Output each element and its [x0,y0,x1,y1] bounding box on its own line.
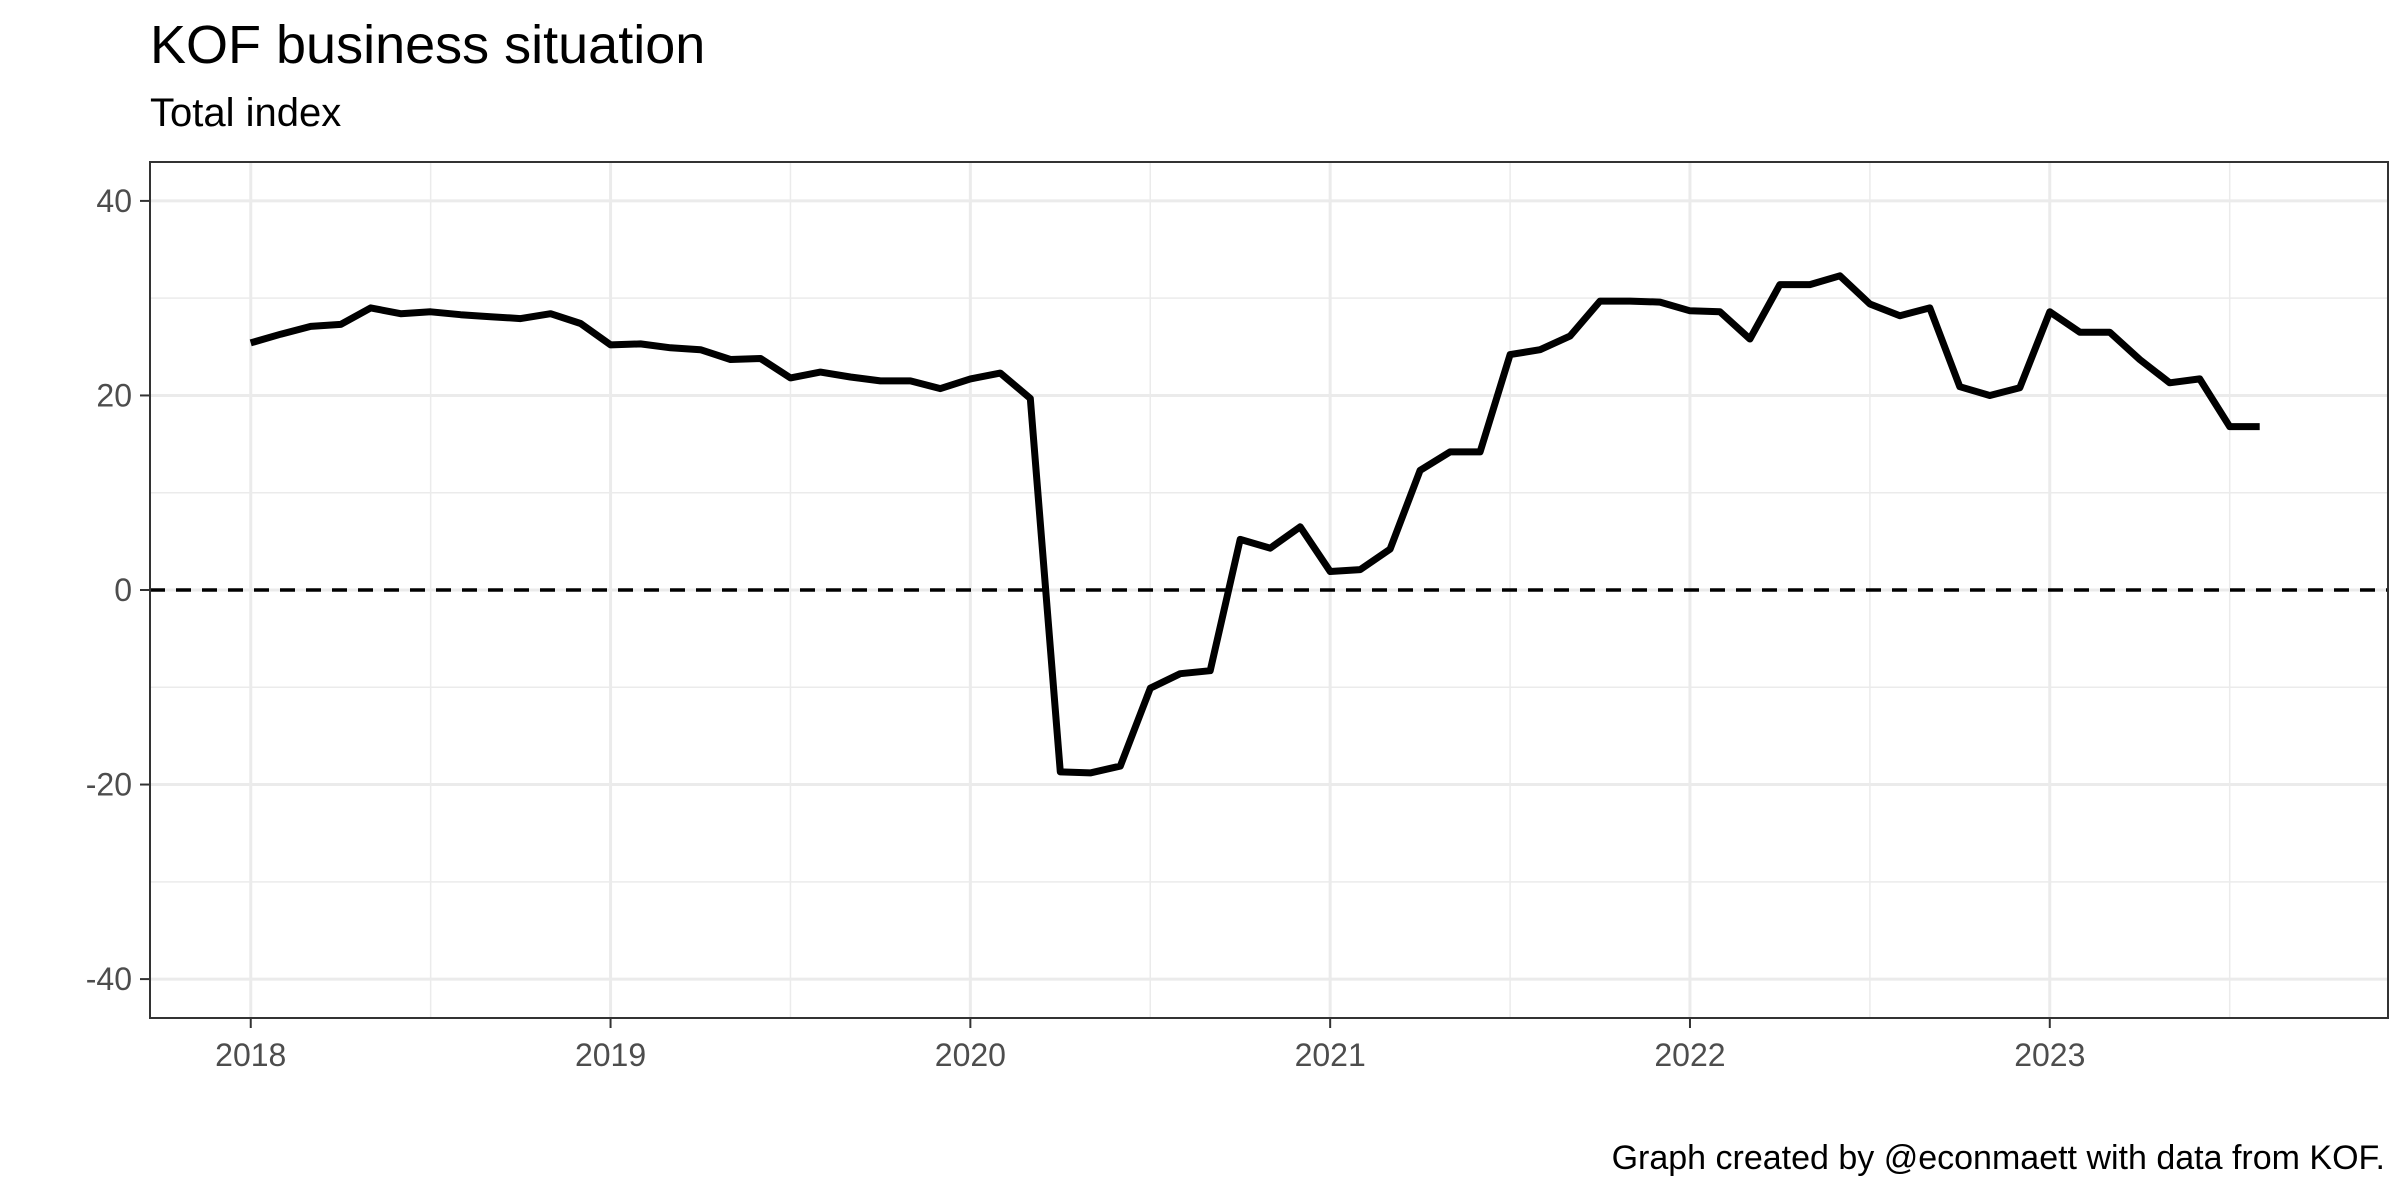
x-tick-label: 2021 [1295,1037,1366,1073]
y-tick-label: 40 [96,183,132,219]
y-axis: -40 -20 0 20 40 [86,183,150,997]
y-tick-label: -20 [86,767,132,803]
x-tick-label: 2018 [215,1037,286,1073]
x-tick-label: 2020 [935,1037,1006,1073]
y-tick-label: 0 [114,572,132,608]
x-tick-label: 2022 [1654,1037,1725,1073]
chart-caption: Graph created by @econmaett with data fr… [1611,1139,2385,1177]
y-tick-label: -40 [86,961,132,997]
x-axis: 2018 2019 2020 2021 2022 2023 [215,1018,2085,1073]
series-line [249,272,2260,777]
y-tick-label: 20 [96,377,132,413]
x-tick-label: 2023 [2014,1037,2085,1073]
chart-title: KOF business situation [150,15,706,75]
chart-subtitle: Total index [150,91,342,135]
x-tick-label: 2019 [575,1037,646,1073]
